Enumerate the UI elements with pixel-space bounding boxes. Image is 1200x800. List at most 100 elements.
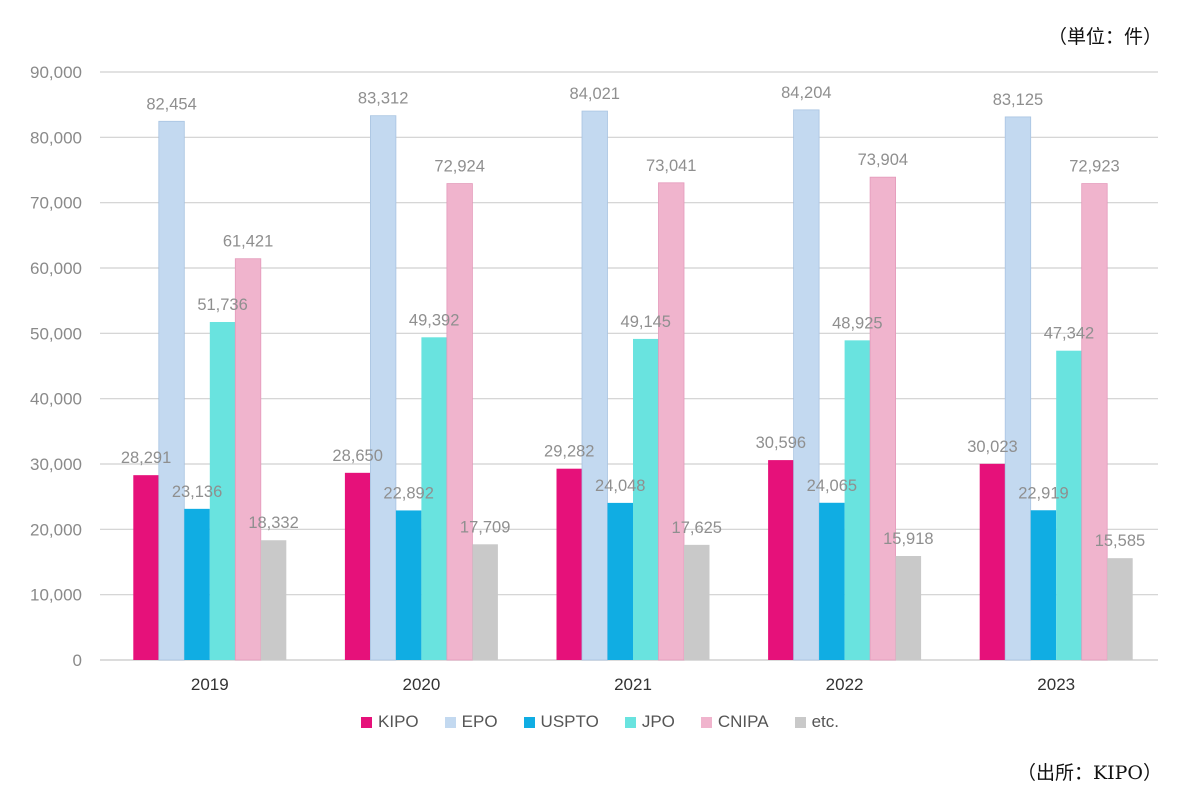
legend-item: EPO <box>444 712 498 732</box>
bar-kipo-2023 <box>979 463 1006 660</box>
bar-etc-2023 <box>1107 558 1133 660</box>
legend-label: KIPO <box>378 712 419 731</box>
data-labels: 28,291 82,454 23,136 51,736 61,421 18,332 28,6… <box>121 84 1145 550</box>
bar-kipo-2020 <box>344 472 371 660</box>
legend-swatch <box>361 716 373 728</box>
data-label: 48,925 <box>832 314 882 332</box>
data-label: 15,585 <box>1095 532 1145 550</box>
data-label: 28,650 <box>332 447 382 465</box>
legend-swatch <box>700 716 712 728</box>
data-label: 24,048 <box>595 477 645 495</box>
bar-kipo-2022 <box>768 460 794 660</box>
bar-etc-2020 <box>472 544 498 660</box>
data-label: 83,125 <box>993 91 1043 109</box>
bar-epo-2021 <box>581 110 608 661</box>
bar-epo-2020 <box>369 115 397 661</box>
legend-item: KIPO <box>361 712 419 732</box>
data-label: 49,145 <box>621 313 671 331</box>
data-label: 51,736 <box>197 296 247 314</box>
bar-uspto-2022 <box>819 502 845 660</box>
bar-uspto-2021 <box>607 502 633 660</box>
y-axis-ticks: 0 10,000 20,000 30,000 40,000 50,000 60,000 70,… <box>30 63 82 670</box>
legend-item: JPO <box>624 712 675 732</box>
bar-kipo-2019 <box>133 475 159 660</box>
y-tick-label: 90,000 <box>30 63 82 82</box>
bar-jpo-2021 <box>633 338 659 660</box>
legend-label: EPO <box>461 712 498 731</box>
y-tick-label: 80,000 <box>30 128 82 147</box>
data-label: 47,342 <box>1044 325 1094 343</box>
data-label: 17,625 <box>672 519 722 537</box>
data-label: 73,904 <box>858 151 908 169</box>
data-label: 22,919 <box>1018 484 1068 502</box>
y-tick-label: 10,000 <box>30 586 82 605</box>
y-tick-label: 60,000 <box>30 259 82 278</box>
source-note: （出所：KIPO） <box>1016 762 1162 784</box>
bar-epo-2023 <box>1004 116 1032 661</box>
legend-label: CNIPA <box>717 712 769 731</box>
data-label: 82,454 <box>146 95 196 113</box>
legend-swatch <box>444 716 456 728</box>
y-tick-label: 70,000 <box>30 194 82 213</box>
data-label: 61,421 <box>223 233 273 251</box>
data-label: 18,332 <box>248 514 298 532</box>
bar-cnipa-2020 <box>446 183 473 661</box>
bar-kipo-2021 <box>556 468 582 660</box>
bar-jpo-2020 <box>421 337 447 660</box>
legend-label: etc. <box>811 712 839 731</box>
legend-item: USPTO <box>523 712 599 732</box>
legend-item: etc. <box>794 712 839 732</box>
data-label: 30,596 <box>756 434 806 452</box>
y-tick-label: 20,000 <box>30 520 82 539</box>
data-label: 49,392 <box>409 311 459 329</box>
data-label: 72,924 <box>434 158 484 176</box>
legend-swatch <box>794 716 806 728</box>
data-label: 17,709 <box>460 518 510 536</box>
data-label: 29,282 <box>544 443 594 461</box>
bars <box>133 109 1133 661</box>
data-label: 84,204 <box>781 84 831 102</box>
x-tick-label: 2019 <box>191 675 229 694</box>
bar-uspto-2023 <box>1030 510 1057 660</box>
legend-item: CNIPA <box>700 712 769 732</box>
bar-jpo-2022 <box>844 340 871 660</box>
bar-jpo-2019 <box>209 321 236 660</box>
bar-cnipa-2019 <box>234 258 262 661</box>
data-label: 72,923 <box>1069 158 1119 176</box>
y-tick-label: 30,000 <box>30 455 82 474</box>
y-tick-label: 40,000 <box>30 390 82 409</box>
legend-swatch <box>624 716 636 728</box>
data-label: 83,312 <box>358 90 408 108</box>
bar-jpo-2023 <box>1056 350 1082 660</box>
data-label: 22,892 <box>383 484 433 502</box>
bar-etc-2021 <box>684 544 710 660</box>
bar-etc-2019 <box>260 540 287 660</box>
data-label: 15,918 <box>883 530 933 548</box>
bar-cnipa-2021 <box>658 182 685 661</box>
legend-label: USPTO <box>540 712 599 731</box>
data-label: 28,291 <box>121 449 171 467</box>
bar-cnipa-2023 <box>1081 183 1108 661</box>
bar-epo-2019 <box>158 120 185 661</box>
legend: KIPO EPO USPTO JPO CNIPA etc. <box>0 712 1200 732</box>
bar-epo-2022 <box>793 109 820 661</box>
x-tick-label: 2023 <box>1037 675 1075 694</box>
bar-etc-2022 <box>895 556 922 660</box>
data-label: 24,065 <box>807 477 857 495</box>
data-label: 84,021 <box>570 85 620 103</box>
data-label: 30,023 <box>967 438 1017 456</box>
legend-swatch <box>523 716 535 728</box>
data-label: 73,041 <box>646 157 696 175</box>
bar-uspto-2019 <box>184 508 210 660</box>
x-tick-label: 2021 <box>614 675 652 694</box>
x-axis-labels: 2019 2020 2021 2022 2023 <box>191 675 1075 694</box>
x-tick-label: 2022 <box>826 675 864 694</box>
data-label: 23,136 <box>172 483 222 501</box>
y-tick-label: 50,000 <box>30 324 82 343</box>
unit-note: （単位：件） <box>1047 26 1162 48</box>
y-tick-label: 0 <box>73 651 82 670</box>
bar-uspto-2020 <box>395 510 422 660</box>
x-tick-label: 2020 <box>402 675 440 694</box>
legend-label: JPO <box>641 712 675 731</box>
